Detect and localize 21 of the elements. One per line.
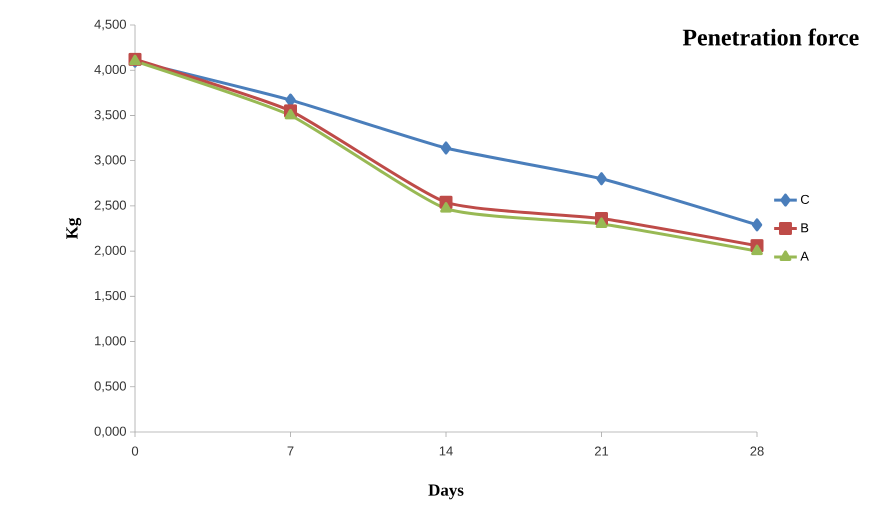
y-tick-label: 2,000 [94, 246, 126, 256]
y-axis-title: Kg [66, 218, 82, 240]
y-tick-label: 1,000 [95, 336, 126, 347]
legend-label: B [801, 223, 808, 232]
y-tick-label: 0,000 [94, 426, 126, 438]
x-tick-label: 0 [132, 446, 138, 456]
x-tick-label: 28 [750, 446, 764, 456]
y-tick-label: 4,500 [94, 20, 126, 30]
y-tick-label: 4,000 [94, 64, 126, 76]
legend-label: C [800, 194, 810, 204]
y-tick-label: 2,500 [94, 200, 126, 212]
y-tick-label: 0,500 [94, 381, 126, 392]
x-tick-label: 21 [594, 446, 608, 456]
y-tick-label: 3,000 [94, 155, 126, 166]
x-tick-label: 14 [440, 446, 453, 456]
x-tick-label: 7 [288, 446, 294, 456]
x-axis-title: Days [428, 484, 464, 500]
y-tick-label: 1,500 [95, 290, 126, 302]
legend-label: A [800, 252, 809, 261]
chart-title: Penetration force [682, 28, 859, 46]
y-tick-label: 3,500 [94, 110, 126, 121]
